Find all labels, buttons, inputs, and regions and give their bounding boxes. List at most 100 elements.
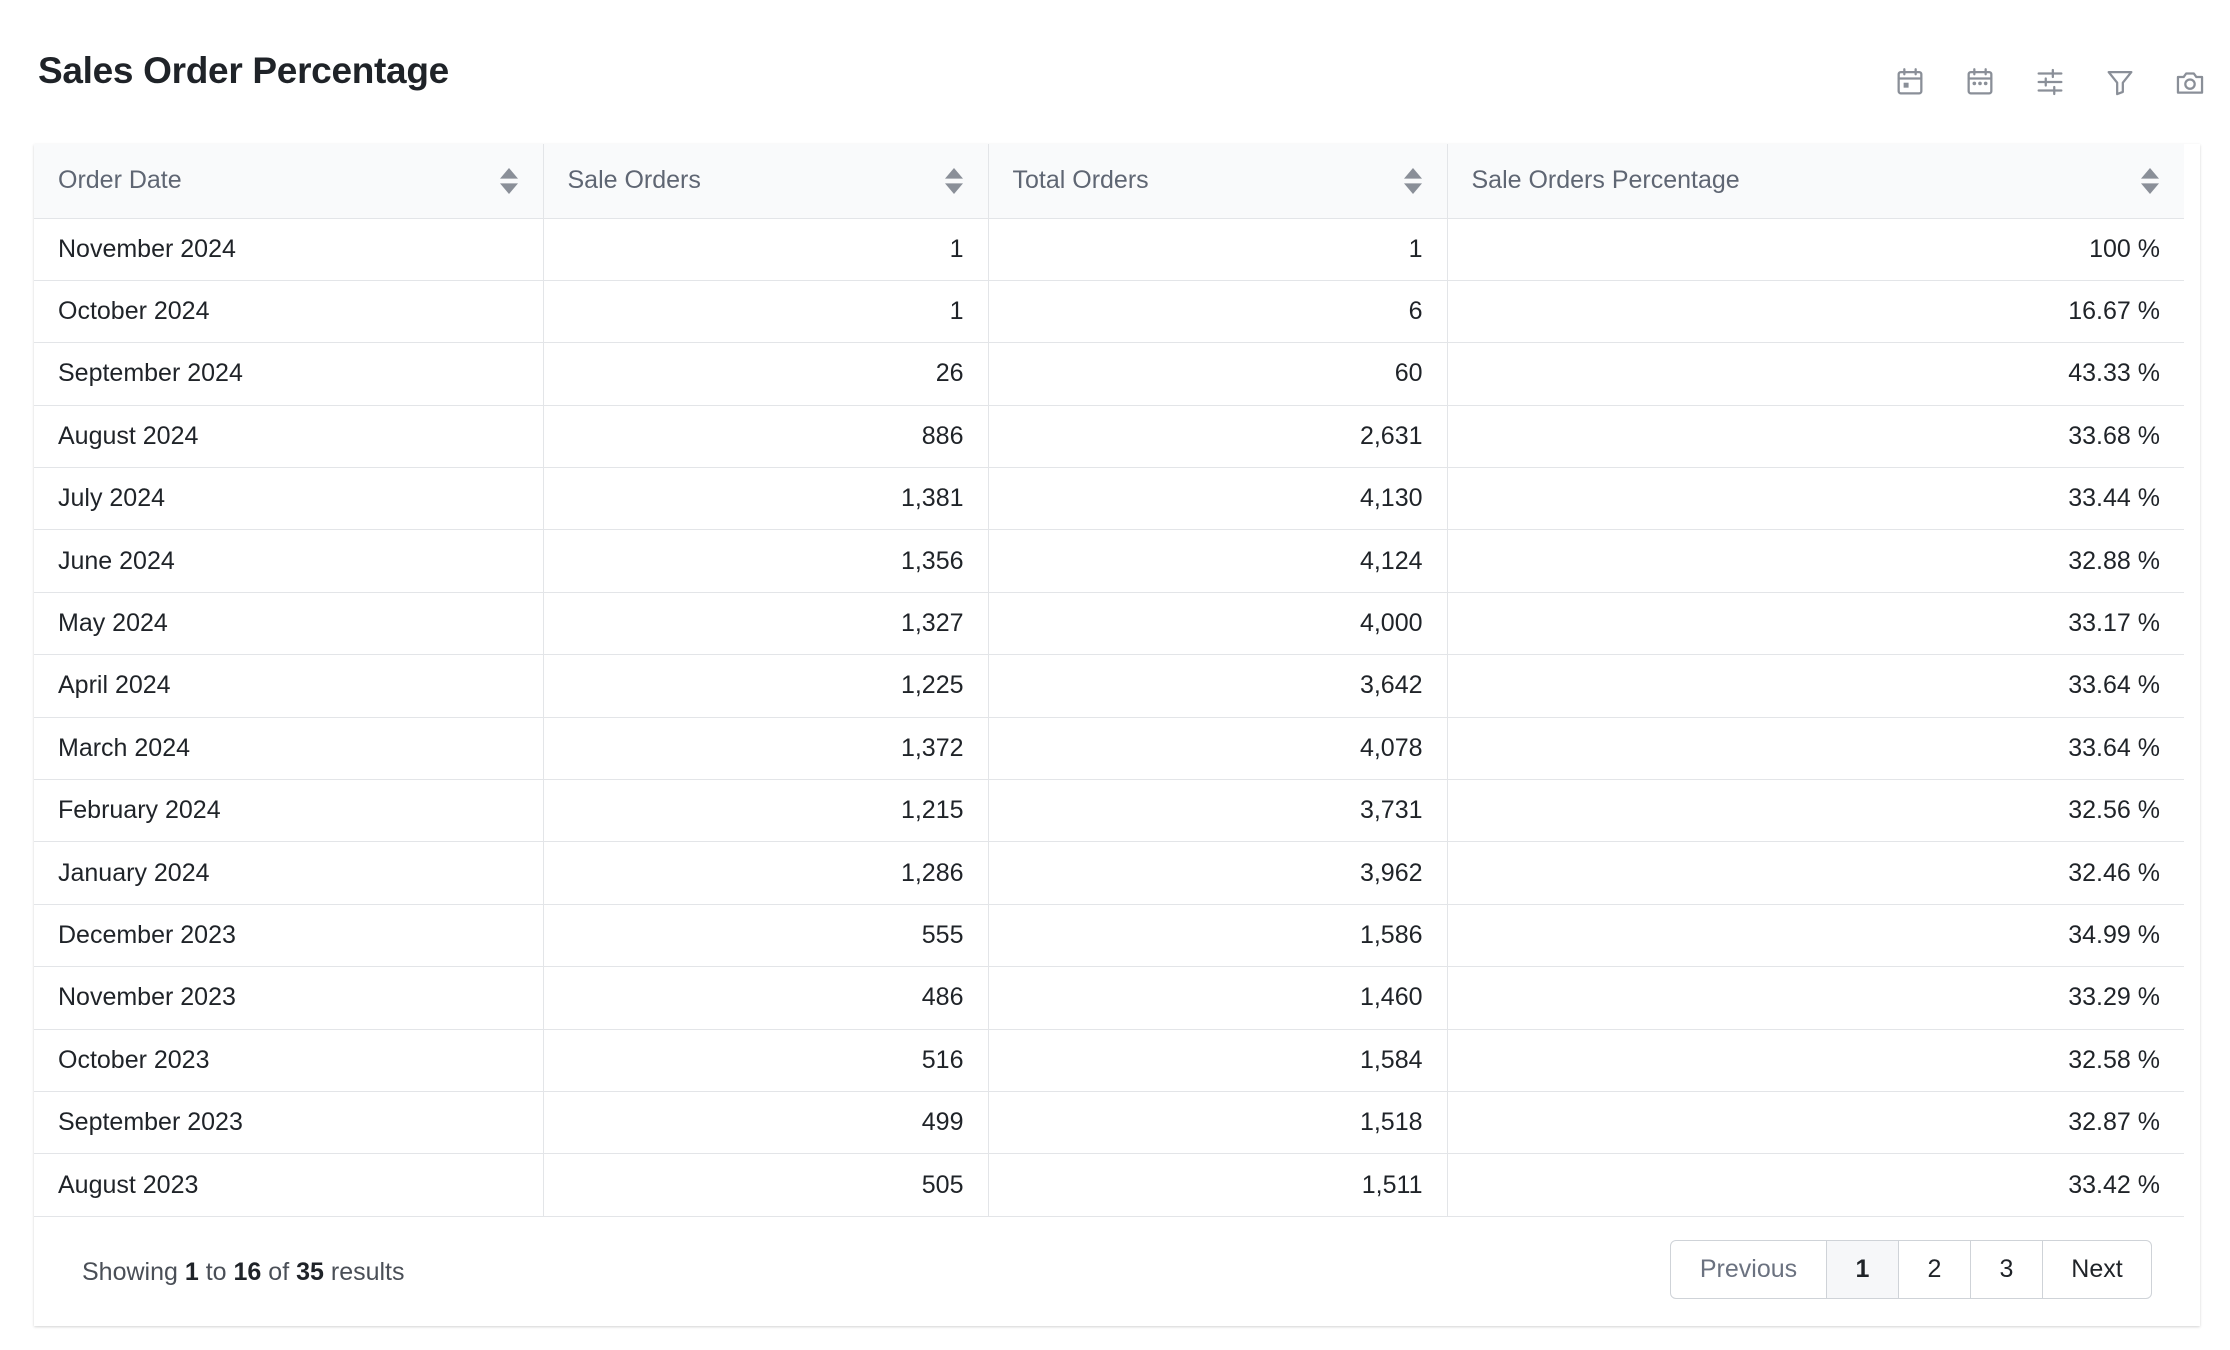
order-date-cell: October 2024 bbox=[34, 280, 544, 344]
table-row: August 2023 505 1,511 33.42 % bbox=[34, 1153, 2184, 1217]
table-row: March 2024 1,372 4,078 33.64 % bbox=[34, 717, 2184, 781]
table-row: October 2024 1 6 16.67 % bbox=[34, 280, 2184, 344]
page-1-button[interactable]: 1 bbox=[1827, 1241, 1899, 1298]
order-date-cell: April 2024 bbox=[34, 654, 544, 718]
percentage-cell: 32.87 % bbox=[1447, 1091, 2184, 1155]
total-orders-cell: 1,518 bbox=[988, 1091, 1448, 1155]
percentage-cell: 32.56 % bbox=[1447, 779, 2184, 843]
sale-orders-cell: 1,372 bbox=[543, 717, 989, 781]
camera-icon bbox=[2176, 72, 2204, 94]
table-row: June 2024 1,356 4,124 32.88 % bbox=[34, 529, 2184, 593]
results-label: results bbox=[330, 1258, 405, 1286]
column-header-sale-orders-percentage[interactable]: Sale Orders Percentage bbox=[1447, 144, 2184, 219]
order-date-cell: March 2024 bbox=[34, 717, 544, 781]
table-row: May 2024 1,327 4,000 33.17 % bbox=[34, 592, 2184, 656]
sort-icon[interactable] bbox=[499, 167, 519, 195]
column-header-label: Total Orders bbox=[1012, 166, 1149, 195]
showing-label: Showing bbox=[82, 1258, 178, 1286]
order-date-cell: November 2023 bbox=[34, 966, 544, 1030]
order-date-cell: September 2023 bbox=[34, 1091, 544, 1155]
sale-orders-cell: 1,215 bbox=[543, 779, 989, 843]
sale-orders-cell: 1,286 bbox=[543, 841, 989, 905]
filter-button[interactable] bbox=[2100, 62, 2140, 102]
percentage-cell: 33.64 % bbox=[1447, 717, 2184, 781]
total-orders-cell: 4,124 bbox=[988, 529, 1448, 593]
table-footer: Showing 1 to 16 of 35 results Previous 1… bbox=[34, 1216, 2200, 1326]
sale-orders-cell: 1,327 bbox=[543, 592, 989, 656]
percentage-cell: 32.88 % bbox=[1447, 529, 2184, 593]
table-row: July 2024 1,381 4,130 33.44 % bbox=[34, 467, 2184, 531]
percentage-cell: 32.58 % bbox=[1447, 1029, 2184, 1092]
sale-orders-cell: 555 bbox=[543, 904, 989, 968]
order-date-cell: August 2023 bbox=[34, 1153, 544, 1217]
order-date-cell: May 2024 bbox=[34, 592, 544, 656]
results-summary: Showing 1 to 16 of 35 results bbox=[82, 1258, 405, 1287]
sort-icon[interactable] bbox=[2140, 167, 2160, 195]
total-orders-cell: 60 bbox=[988, 342, 1448, 406]
total-orders-cell: 4,078 bbox=[988, 717, 1448, 781]
percentage-cell: 34.99 % bbox=[1447, 904, 2184, 968]
range-from: 1 bbox=[184, 1258, 199, 1286]
filter-icon bbox=[2107, 70, 2133, 96]
total-orders-cell: 1,584 bbox=[988, 1029, 1448, 1092]
table-row: January 2024 1,286 3,962 32.46 % bbox=[34, 841, 2184, 905]
sale-orders-cell: 499 bbox=[543, 1091, 989, 1155]
percentage-cell: 33.44 % bbox=[1447, 467, 2184, 531]
range-to: 16 bbox=[233, 1258, 262, 1286]
sort-icon[interactable] bbox=[1403, 167, 1423, 195]
percentage-cell: 33.42 % bbox=[1447, 1153, 2184, 1217]
sale-orders-cell: 516 bbox=[543, 1029, 989, 1092]
percentage-cell: 100 % bbox=[1447, 218, 2184, 281]
calendar-day-icon bbox=[1897, 68, 1923, 95]
date-picker-button[interactable] bbox=[1890, 62, 1930, 102]
order-date-cell: October 2023 bbox=[34, 1029, 544, 1092]
column-header-sale-orders[interactable]: Sale Orders bbox=[543, 144, 989, 219]
order-date-cell: December 2023 bbox=[34, 904, 544, 968]
sale-orders-cell: 505 bbox=[543, 1153, 989, 1217]
total-results: 35 bbox=[296, 1258, 324, 1286]
order-date-cell: August 2024 bbox=[34, 405, 544, 469]
settings-button[interactable] bbox=[2030, 62, 2070, 102]
table-row: December 2023 555 1,586 34.99 % bbox=[34, 904, 2184, 968]
order-date-cell: February 2024 bbox=[34, 779, 544, 843]
percentage-cell: 33.29 % bbox=[1447, 966, 2184, 1030]
total-orders-cell: 4,000 bbox=[988, 592, 1448, 656]
total-orders-cell: 3,642 bbox=[988, 654, 1448, 718]
next-page-button[interactable]: Next bbox=[2071, 1255, 2123, 1283]
sale-orders-cell: 26 bbox=[543, 342, 989, 406]
table-row: October 2023 516 1,584 32.58 % bbox=[34, 1029, 2184, 1092]
sale-orders-cell: 1,225 bbox=[543, 654, 989, 718]
table-row: November 2024 1 1 100 % bbox=[34, 218, 2184, 281]
date-range-button[interactable] bbox=[1960, 62, 2000, 102]
column-header-order-date[interactable]: Order Date bbox=[34, 144, 544, 219]
percentage-cell: 33.64 % bbox=[1447, 654, 2184, 718]
sale-orders-cell: 1 bbox=[543, 280, 989, 344]
table-card: Order Date Sale Orders Total Orders Sale Or… bbox=[34, 144, 2200, 1326]
of-label: of bbox=[268, 1258, 290, 1286]
order-date-cell: January 2024 bbox=[34, 841, 544, 905]
sort-icon[interactable] bbox=[944, 167, 964, 195]
total-orders-cell: 1,586 bbox=[988, 904, 1448, 968]
page-2-button[interactable]: 2 bbox=[1899, 1241, 1971, 1298]
column-header-total-orders[interactable]: Total Orders bbox=[988, 144, 1448, 219]
pagination: Previous 1 2 3 Next bbox=[1670, 1240, 2152, 1299]
table-row: September 2024 26 60 43.33 % bbox=[34, 342, 2184, 406]
percentage-cell: 16.67 % bbox=[1447, 280, 2184, 344]
screenshot-button[interactable] bbox=[2170, 62, 2210, 102]
order-date-cell: July 2024 bbox=[34, 467, 544, 531]
total-orders-cell: 3,731 bbox=[988, 779, 1448, 843]
calendar-icon bbox=[1967, 68, 1993, 95]
sale-orders-cell: 486 bbox=[543, 966, 989, 1030]
order-date-cell: September 2024 bbox=[34, 342, 544, 406]
column-header-label: Sale Orders Percentage bbox=[1471, 166, 1740, 195]
sliders-icon bbox=[2037, 68, 2063, 96]
previous-page-button[interactable]: Previous bbox=[1671, 1241, 1827, 1298]
page-3-button[interactable]: 3 bbox=[1971, 1241, 2043, 1298]
total-orders-cell: 2,631 bbox=[988, 405, 1448, 469]
column-header-label: Sale Orders bbox=[567, 166, 701, 195]
percentage-cell: 43.33 % bbox=[1447, 342, 2184, 406]
sale-orders-cell: 1,356 bbox=[543, 529, 989, 593]
column-header-label: Order Date bbox=[58, 166, 182, 195]
total-orders-cell: 4,130 bbox=[988, 467, 1448, 531]
toolbar bbox=[1890, 62, 2210, 102]
